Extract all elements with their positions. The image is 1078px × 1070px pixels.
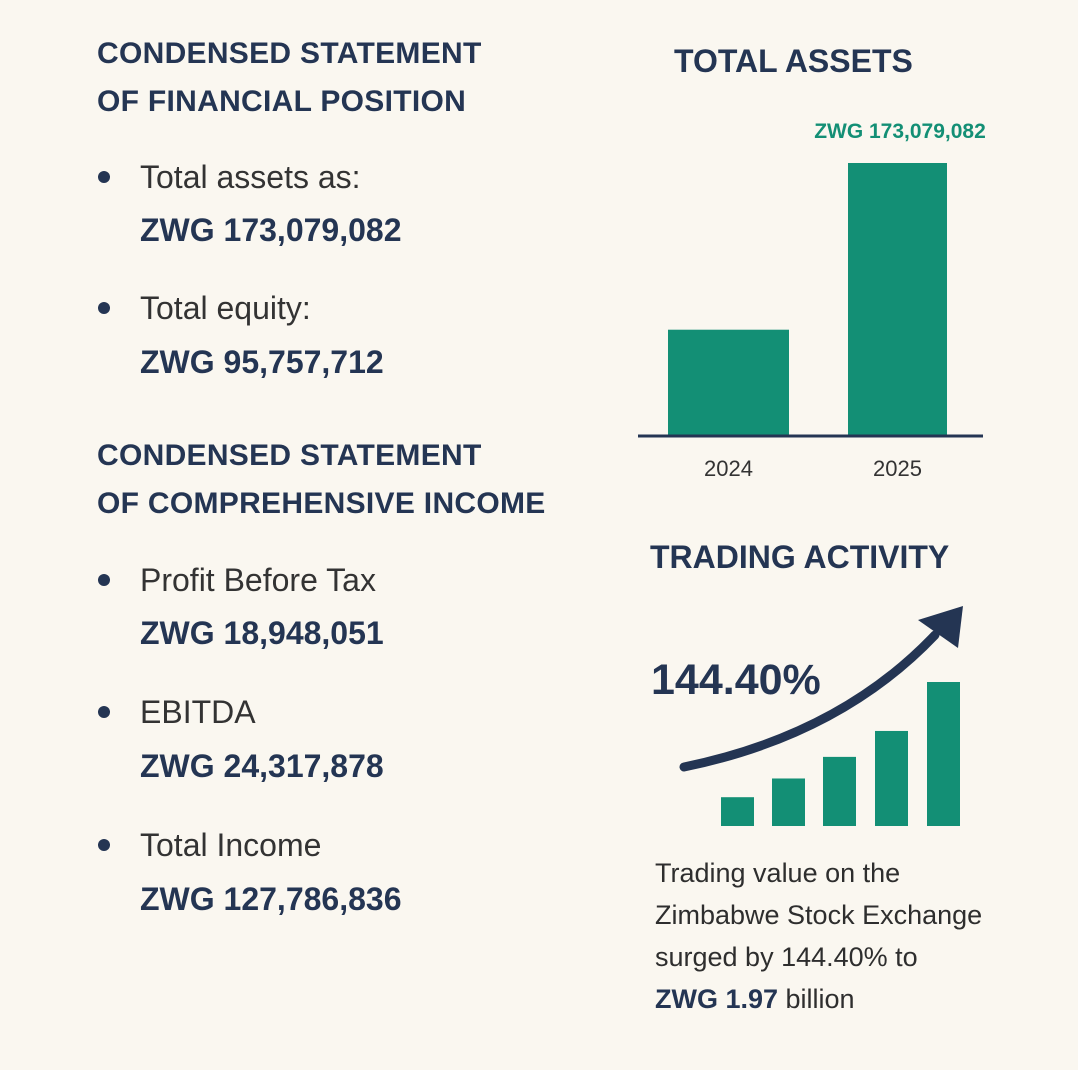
trading-bar: [772, 778, 805, 826]
bullet-icon: [98, 302, 110, 314]
profit-before-tax-label: Profit Before Tax: [140, 562, 376, 598]
trading-bar: [927, 682, 960, 826]
data-label: ZWG 173,079,082: [814, 120, 986, 143]
heading-line: OF COMPREHENSIVE INCOME: [97, 487, 546, 520]
bar-2025: [848, 163, 947, 435]
trading-activity-title: TRADING ACTIVITY: [650, 539, 950, 575]
bullet-icon: [98, 839, 110, 851]
total-equity-value: ZWG 95,757,712: [140, 344, 384, 380]
trading-bar: [875, 730, 908, 826]
ebitda-label: EBITDA: [140, 694, 256, 730]
heading-line: CONDENSED STATEMENT: [97, 439, 482, 472]
x-tick-label: 2025: [873, 456, 922, 481]
financial-position-heading: CONDENSED STATEMENT OF FINANCIAL POSITIO…: [97, 30, 482, 126]
total-assets-chart-title: TOTAL ASSETS: [674, 43, 913, 79]
total-assets-value: ZWG 173,079,082: [140, 212, 402, 248]
bar-2024: [668, 329, 789, 435]
total-income-label: Total Income: [140, 827, 322, 863]
trend-arrow-icon: [679, 630, 940, 772]
heading-line: OF FINANCIAL POSITION: [97, 85, 467, 118]
description-line: Zimbabwe Stock Exchange: [655, 900, 983, 930]
bullet-icon: [98, 171, 110, 183]
trading-value-unit: billion: [778, 984, 855, 1014]
heading-line: CONDENSED STATEMENT: [97, 37, 482, 70]
ebitda-value: ZWG 24,317,878: [140, 748, 384, 784]
trading-percentage: 144.40%: [651, 656, 821, 704]
total-income-value: ZWG 127,786,836: [140, 881, 402, 917]
profit-before-tax-value: ZWG 18,948,051: [140, 615, 384, 651]
x-tick-label: 2024: [704, 456, 753, 481]
trading-value-bold: ZWG 1.97: [655, 984, 779, 1014]
total-assets-label: Total assets as:: [140, 159, 361, 195]
trading-bar: [721, 797, 754, 826]
bullet-icon: [98, 706, 110, 718]
description-line: Trading value on the: [655, 858, 901, 888]
trading-description: Trading value on the Zimbabwe Stock Exch…: [655, 852, 982, 1020]
description-line: surged by 144.40% to: [655, 942, 918, 972]
bullet-icon: [98, 574, 110, 586]
comprehensive-income-heading: CONDENSED STATEMENT OF COMPREHENSIVE INC…: [97, 432, 546, 528]
arrow-head-icon: [918, 606, 963, 648]
total-equity-label: Total equity:: [140, 290, 311, 326]
description-line: ZWG 1.97 billion: [655, 978, 982, 1020]
trading-bar: [823, 756, 856, 826]
